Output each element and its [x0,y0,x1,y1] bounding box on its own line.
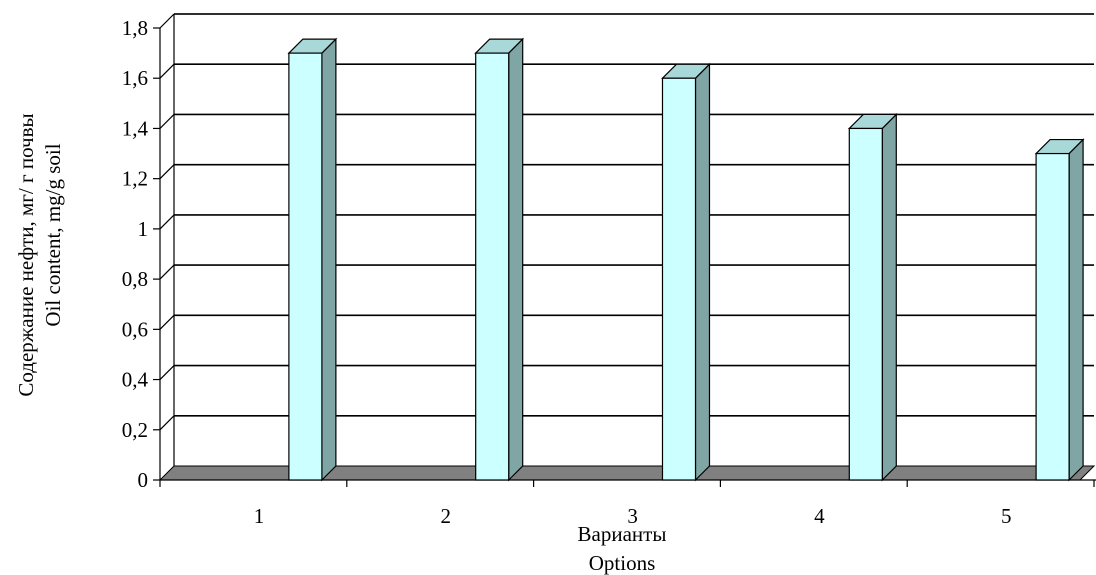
gridline-depth-6 [159,164,175,180]
gridline-depth-7 [159,114,175,129]
x-tick-label-4: 5 [1001,504,1012,528]
bar-front-1 [288,52,323,481]
x-tick-label-2: 3 [627,504,638,528]
x-tick-label-3: 4 [814,504,825,528]
gridline-depth-1 [159,415,175,431]
gridline-depth-3 [159,314,175,330]
y-tick-label-5: 1 [138,217,149,241]
x-axis-title-line-2: Options [589,551,656,575]
y-tick-labels: 0 0,2 0,4 0,6 0,8 1 1,2 1,4 1,6 1,8 [122,16,160,492]
gridline-depth-9 [159,13,175,29]
bars [287,37,1085,482]
axis-titles: Содержание нефти, мг/ г почвы Oil conten… [14,113,666,575]
y-tick-label-7: 1,4 [122,116,149,140]
gridline-depth-4 [159,264,175,280]
x-axis-title-line-1: Варианты [578,522,667,546]
y-tick-label-3: 0,6 [122,317,148,341]
bar-2 [474,37,525,482]
gridline-depth-5 [159,214,175,230]
y-tick-label-0: 0 [138,468,149,492]
y-tick-label-4: 0,8 [122,267,148,291]
gridline-depth-2 [159,365,175,380]
y-tick-label-6: 1,2 [122,167,148,191]
bar-4 [847,112,898,482]
y-tick-label-8: 1,6 [122,66,148,90]
bar-side-1 [321,37,337,482]
x-tick-label-1: 2 [441,504,452,528]
x-tick-labels: 1 2 3 4 5 [159,480,1095,528]
bar-side-3 [694,62,711,482]
y-tick-label-9: 1,8 [122,16,148,40]
bar-3 [661,62,711,482]
y-tick-label-2: 0,4 [122,368,149,392]
bar-side-4 [881,112,897,482]
y-tick-label-1: 0,2 [122,418,148,442]
bar-front-5 [1035,152,1070,481]
bar-side-2 [508,37,524,482]
gridline-depth-8 [159,63,175,79]
bar-front-2 [475,52,510,481]
bar-1 [287,37,338,482]
bar-front-3 [661,77,697,481]
bar-side-5 [1068,138,1084,482]
bar-5 [1034,138,1085,482]
y-axis-title-line-1: Содержание нефти, мг/ г почвы [14,113,38,396]
x-tick-label-0: 1 [254,504,265,528]
y-axis-title-line-2: Oil content, mg/g soil [41,143,65,326]
bar-front-4 [848,127,883,481]
